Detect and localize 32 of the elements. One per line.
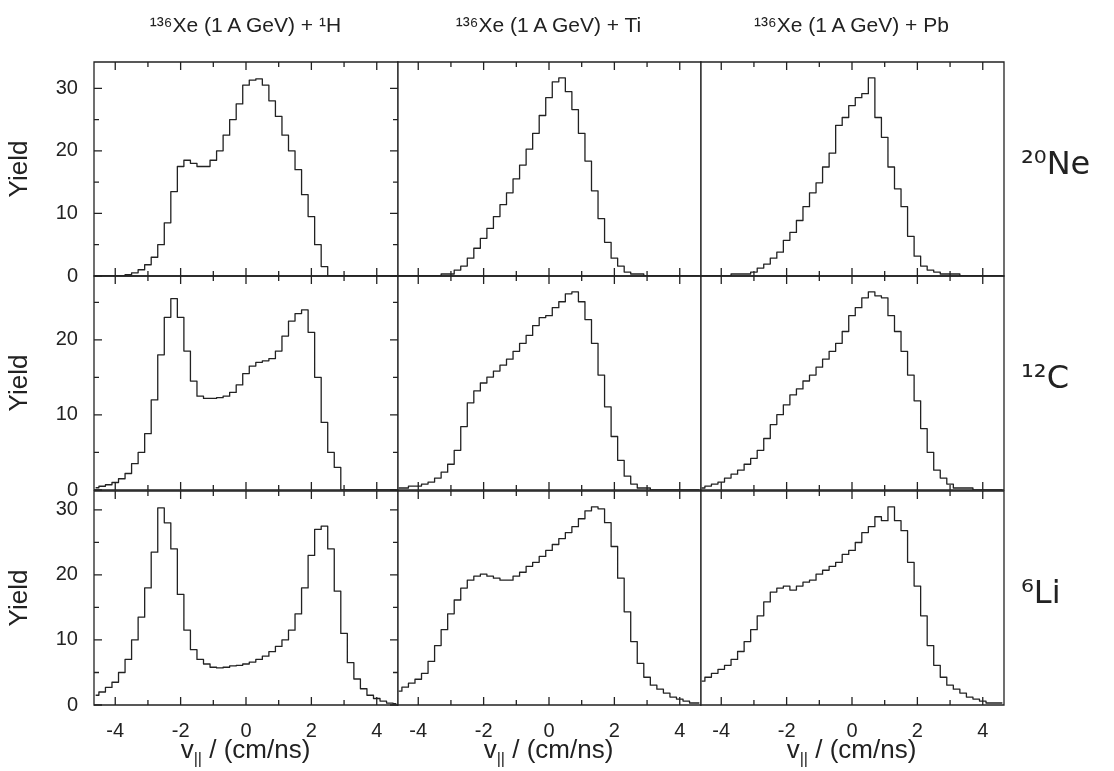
x-tick-label: -4 bbox=[106, 718, 125, 741]
x-tick-label: 4 bbox=[674, 718, 686, 741]
y-axis-title: Yield bbox=[2, 354, 33, 412]
y-tick-label: 0 bbox=[66, 692, 78, 715]
x-tick-label: 4 bbox=[371, 718, 383, 741]
y-tick-label: 10 bbox=[55, 627, 78, 650]
x-tick-label: 2 bbox=[305, 718, 317, 741]
y-tick-label: 0 bbox=[66, 477, 78, 500]
y-tick-label: 20 bbox=[55, 327, 78, 350]
y2-axis-title: ²⁰Ne bbox=[1021, 144, 1091, 182]
y-tick-label: 30 bbox=[55, 497, 78, 520]
chart-title: ¹³⁶Xe (1 A GeV) + Ti bbox=[454, 13, 643, 37]
y-tick-label: 0 bbox=[66, 263, 78, 286]
y-tick-label: 20 bbox=[55, 562, 78, 585]
y-tick-label: 10 bbox=[55, 200, 78, 223]
y-tick-label: 30 bbox=[55, 75, 78, 98]
y2-axis-title: ¹²C bbox=[1021, 358, 1069, 396]
chart-title: ¹³⁶Xe (1 A GeV) + Pb bbox=[753, 13, 950, 37]
x-tick-label: 0 bbox=[240, 718, 252, 741]
x-tick-label: -4 bbox=[409, 718, 428, 741]
x-tick-label: 0 bbox=[543, 718, 555, 741]
x-tick-label: 2 bbox=[608, 718, 620, 741]
y-tick-label: 10 bbox=[55, 402, 78, 425]
chart-title: ¹³⁶Xe (1 A GeV) + ¹H bbox=[148, 13, 343, 37]
x-tick-label: 2 bbox=[911, 718, 923, 741]
y-axis-title: Yield bbox=[2, 569, 33, 627]
y-tick-label: 20 bbox=[55, 138, 78, 161]
x-tick-label: 4 bbox=[977, 718, 989, 741]
y2-axis-title: ⁶Li bbox=[1021, 573, 1061, 611]
x-tick-label: 0 bbox=[846, 718, 858, 741]
x-tick-label: -4 bbox=[712, 718, 731, 741]
y-axis-title: Yield bbox=[2, 140, 33, 198]
